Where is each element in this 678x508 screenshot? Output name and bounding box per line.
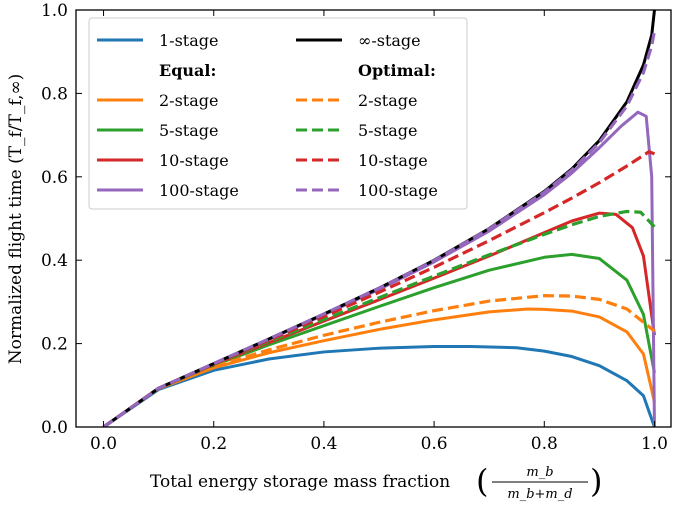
series-line-equal-5-stage xyxy=(102,252,656,427)
legend: 1-stage Equal: 2-stage 5-stage 10-stage 100-s… xyxy=(88,17,468,210)
x-axis-label: Total energy storage mass fraction ( m_b… xyxy=(150,462,602,502)
legend-box xyxy=(88,17,468,210)
x-tick-label: 0.2 xyxy=(200,434,227,454)
x-axis-label-text: Total energy storage mass fraction xyxy=(150,472,450,492)
x-tick-label: 0.8 xyxy=(531,434,558,454)
series-line-optimal-2-stage xyxy=(102,294,656,427)
legend-label: 1-stage xyxy=(159,31,218,50)
y-tick-label: 0.4 xyxy=(41,251,68,271)
legend-label: 5-stage xyxy=(358,121,417,140)
y-tick-label: 0.0 xyxy=(41,418,68,438)
x-axis-label-close-paren: ) xyxy=(590,462,602,500)
y-tick-label: 0.2 xyxy=(41,335,68,355)
legend-label: 2-stage xyxy=(358,91,417,110)
series-line-equal-1-stage xyxy=(102,345,656,427)
x-tick-label: 1.0 xyxy=(641,434,668,454)
series-layer xyxy=(102,9,657,427)
ticks-layer: 0.0 0.2 0.4 0.6 0.8 1.0 0.0 0.2 0.4 0.6 0.8 1.0 xyxy=(41,1,671,454)
y-tick-label: 0.8 xyxy=(41,84,68,104)
legend-label: 100-stage xyxy=(159,181,239,200)
legend-label: ∞-stage xyxy=(358,31,421,50)
y-axis-label: Normalized flight time (T_f/T_f,∞) xyxy=(6,74,26,365)
series-line-optimal-100-stage xyxy=(102,30,657,427)
y-tick-label: 1.0 xyxy=(41,1,68,21)
plot-frame xyxy=(75,9,672,428)
series-line-optimal-5-stage xyxy=(102,209,656,427)
legend-label: 2-stage xyxy=(159,91,218,110)
x-axis-label-open-paren: ( xyxy=(476,462,488,500)
x-tick-label: 0.4 xyxy=(310,434,337,454)
series-line-equal-10-stage xyxy=(102,211,656,427)
x-tick-label: 0.0 xyxy=(90,434,117,454)
y-tick-label: 0.6 xyxy=(41,168,68,188)
legend-label: 5-stage xyxy=(159,121,218,140)
legend-label: 10-stage xyxy=(159,151,229,170)
series-line-equal-2-stage xyxy=(102,307,656,427)
legend-heading-optimal: Optimal: xyxy=(358,61,436,80)
x-tick-label: 0.6 xyxy=(421,434,448,454)
x-axis-label-numerator: m_b xyxy=(526,465,553,480)
legend-heading-equal: Equal: xyxy=(159,61,216,80)
legend-label: 10-stage xyxy=(358,151,428,170)
legend-label: 100-stage xyxy=(358,181,438,200)
x-axis-label-denominator: m_b+m_d xyxy=(507,487,572,502)
